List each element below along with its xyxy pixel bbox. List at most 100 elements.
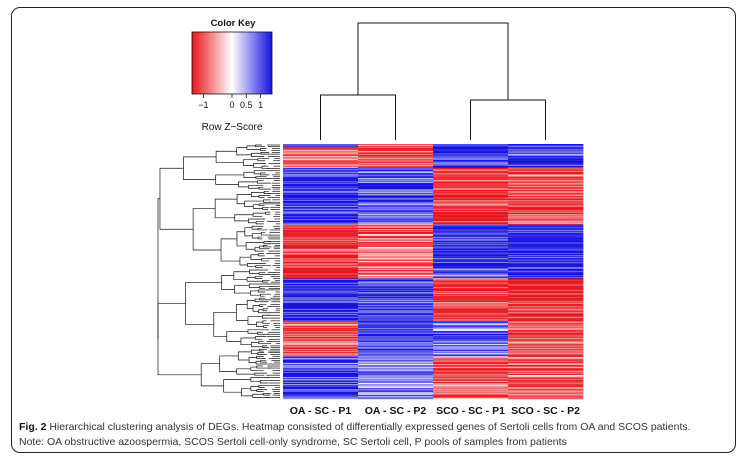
heatmap-cell: [508, 167, 584, 169]
heatmap-cell: [358, 212, 434, 214]
heatmap-cell: [358, 314, 434, 316]
heatmap-cell: [508, 148, 584, 150]
heatmap-cell: [433, 304, 509, 306]
heatmap-cell: [433, 191, 509, 193]
dendrogram-branch: [258, 186, 271, 190]
heatmap-cell: [508, 195, 584, 197]
heatmap-cell: [358, 162, 434, 164]
heatmap-cell: [358, 204, 434, 206]
heatmap-cell: [508, 274, 584, 276]
heatmap-cell: [508, 321, 584, 323]
heatmap-cell: [283, 352, 359, 354]
heatmap-cell: [508, 369, 584, 371]
heatmap-cell: [433, 377, 509, 379]
heatmap-cell: [283, 315, 359, 317]
heatmap-cell: [508, 328, 584, 330]
heatmap-cell: [508, 336, 584, 338]
heatmap-cell: [358, 238, 434, 240]
heatmap-cell: [508, 284, 584, 286]
heatmap-cell: [433, 161, 509, 163]
heatmap-cell: [283, 201, 359, 203]
heatmap-cell: [433, 307, 509, 309]
heatmap-cell: [433, 318, 509, 320]
heatmap-cell: [433, 250, 509, 252]
heatmap-cell: [508, 269, 584, 271]
heatmap-cell: [508, 323, 584, 325]
dendrogram-branch: [262, 308, 269, 312]
heatmap-cell: [358, 191, 434, 193]
heatmap-cell: [358, 352, 434, 354]
heatmap-cell: [433, 200, 509, 202]
heatmap-cell: [283, 210, 359, 212]
heatmap-cell: [433, 390, 509, 392]
heatmap-cell: [433, 274, 509, 276]
heatmap-cell: [508, 375, 584, 377]
dendrogram-branch: [252, 393, 270, 398]
heatmap-cell: [283, 175, 359, 177]
heatmap-cell: [358, 165, 434, 167]
heatmap-cell: [508, 365, 584, 367]
heatmap-cell: [508, 232, 584, 234]
heatmap-cell: [508, 392, 584, 394]
heatmap-cell: [283, 350, 359, 352]
heatmap-cell: [283, 376, 359, 378]
heatmap-cell: [358, 341, 434, 343]
heatmap-cell: [433, 346, 509, 348]
heatmap-cell: [508, 390, 584, 392]
heatmap-cell: [358, 305, 434, 307]
heatmap-cell: [433, 186, 509, 188]
heatmap-cell: [283, 316, 359, 318]
dendrogram-branch: [255, 265, 271, 268]
heatmap-cell: [283, 323, 359, 325]
heatmap-cell: [433, 224, 509, 226]
heatmap-cell: [283, 251, 359, 253]
heatmap-cell: [283, 191, 359, 193]
heatmap-cell: [508, 344, 584, 346]
heatmap-cell: [508, 228, 584, 230]
heatmap-cell: [433, 350, 509, 352]
heatmap-cell: [358, 349, 434, 351]
heatmap-cell: [508, 190, 584, 192]
dendrogram-branch: [260, 172, 270, 176]
heatmap-cell: [283, 165, 359, 167]
heatmap-cell: [283, 265, 359, 267]
heatmap-cell: [358, 192, 434, 194]
dendrogram-branch: [261, 165, 270, 169]
heatmap-cell: [358, 177, 434, 179]
heatmap-cell: [358, 363, 434, 365]
heatmap-cell: [508, 371, 584, 373]
dendrogram-branch: [192, 208, 222, 251]
heatmap-cell: [508, 230, 584, 232]
heatmap-cell: [508, 272, 584, 274]
heatmap-cell: [283, 326, 359, 328]
heatmap-cell: [508, 144, 584, 146]
heatmap-cell: [283, 165, 359, 167]
heatmap-cell: [433, 258, 509, 260]
heatmap-cell: [358, 391, 434, 393]
heatmap-cell: [433, 357, 509, 359]
heatmap-cell: [358, 396, 434, 398]
heatmap-cell: [508, 394, 584, 396]
heatmap-cell: [433, 233, 509, 235]
heatmap-cell: [508, 305, 584, 307]
heatmap-cell: [508, 287, 584, 289]
heatmap-cell: [358, 271, 434, 273]
heatmap-cell: [508, 221, 584, 223]
heatmap-cell: [283, 168, 359, 170]
heatmap-cell: [508, 377, 584, 379]
heatmap-cell: [508, 173, 584, 175]
heatmap-cell: [358, 148, 434, 150]
dendrogram-branch: [157, 303, 202, 376]
heatmap-cell: [283, 224, 359, 226]
heatmap-cell: [433, 214, 509, 216]
heatmap-cell: [433, 318, 509, 320]
dendrogram-branch: [234, 285, 251, 294]
heatmap-cell: [508, 388, 584, 390]
heatmap-cell: [358, 354, 434, 356]
heatmap-cell: [433, 235, 509, 237]
heatmap-cell: [508, 368, 584, 370]
heatmap-cell: [358, 297, 434, 299]
heatmap-cell: [433, 379, 509, 381]
heatmap-cell: [508, 257, 584, 259]
heatmap-cell: [433, 185, 509, 187]
